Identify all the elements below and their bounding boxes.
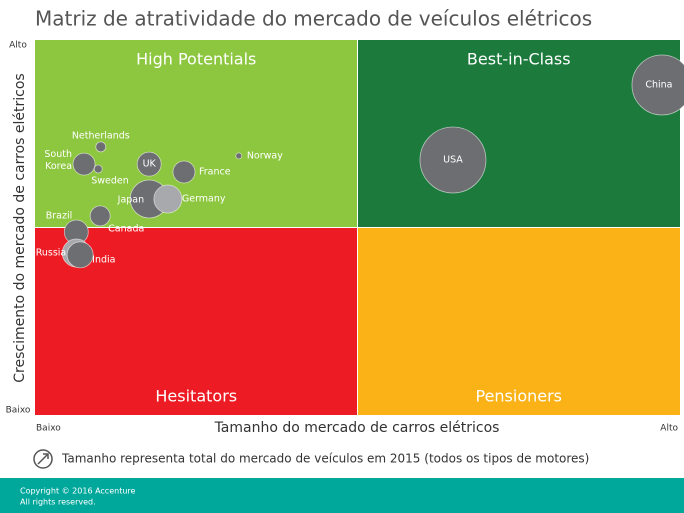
y-tick-label: Alto [9,41,27,51]
y-tick-label: Baixo [6,406,31,416]
quadrant-label: Best-in-Class [467,50,571,69]
bubble [153,184,183,214]
rights: All rights reserved. [20,498,96,507]
bubble-label: France [199,167,231,178]
bubble-label: Japan [117,195,145,206]
plot-area: High Potentials Best-in-Class Hesitators Pe… [35,40,684,415]
chart-title: Matriz de atratividade do mercado de veí… [35,7,592,31]
bubble-label: Sweden [91,176,129,187]
note-icon [33,449,53,469]
quadrant-label: High Potentials [136,50,256,69]
bubble [136,151,162,177]
bubble-label: India [92,254,115,265]
bubble [72,152,96,176]
bubble [95,141,107,153]
x-axis-title: Tamanho do mercado de carros elétricos [214,420,500,436]
footer-band [0,478,684,513]
bubble [172,160,196,184]
copyright: Copyright © 2016 Accenture [20,487,136,496]
bubble [419,126,487,194]
bubble [631,54,684,116]
x-tick-label: Alto [660,424,678,434]
bubble [66,241,94,269]
bubble-label: Russia [36,248,67,259]
bubble [235,152,243,160]
y-axis-title: Crescimento do mercado de carros elétric… [12,73,28,382]
bubble-label: South Korea [44,149,72,172]
quadrant [35,40,358,228]
quadrant-label: Pensioners [475,387,562,406]
bubble-label: Brazil [46,211,73,222]
bubble [89,205,111,227]
bubble-label: China [645,80,672,91]
size-note: Tamanho representa total do mercado de v… [61,452,589,466]
x-tick-label: Baixo [36,424,61,434]
bubble-label: Netherlands [72,130,130,141]
bubble-label: Germany [182,194,226,205]
bubble [93,164,103,174]
quadrant-label: Hesitators [155,387,237,406]
bubble-label: Norway [247,150,283,161]
bubble-label: USA [443,155,463,166]
quadrant [357,40,680,228]
bubble-label: Canada [108,223,144,234]
bubble-label: UK [143,159,157,170]
quadrant [357,227,680,415]
